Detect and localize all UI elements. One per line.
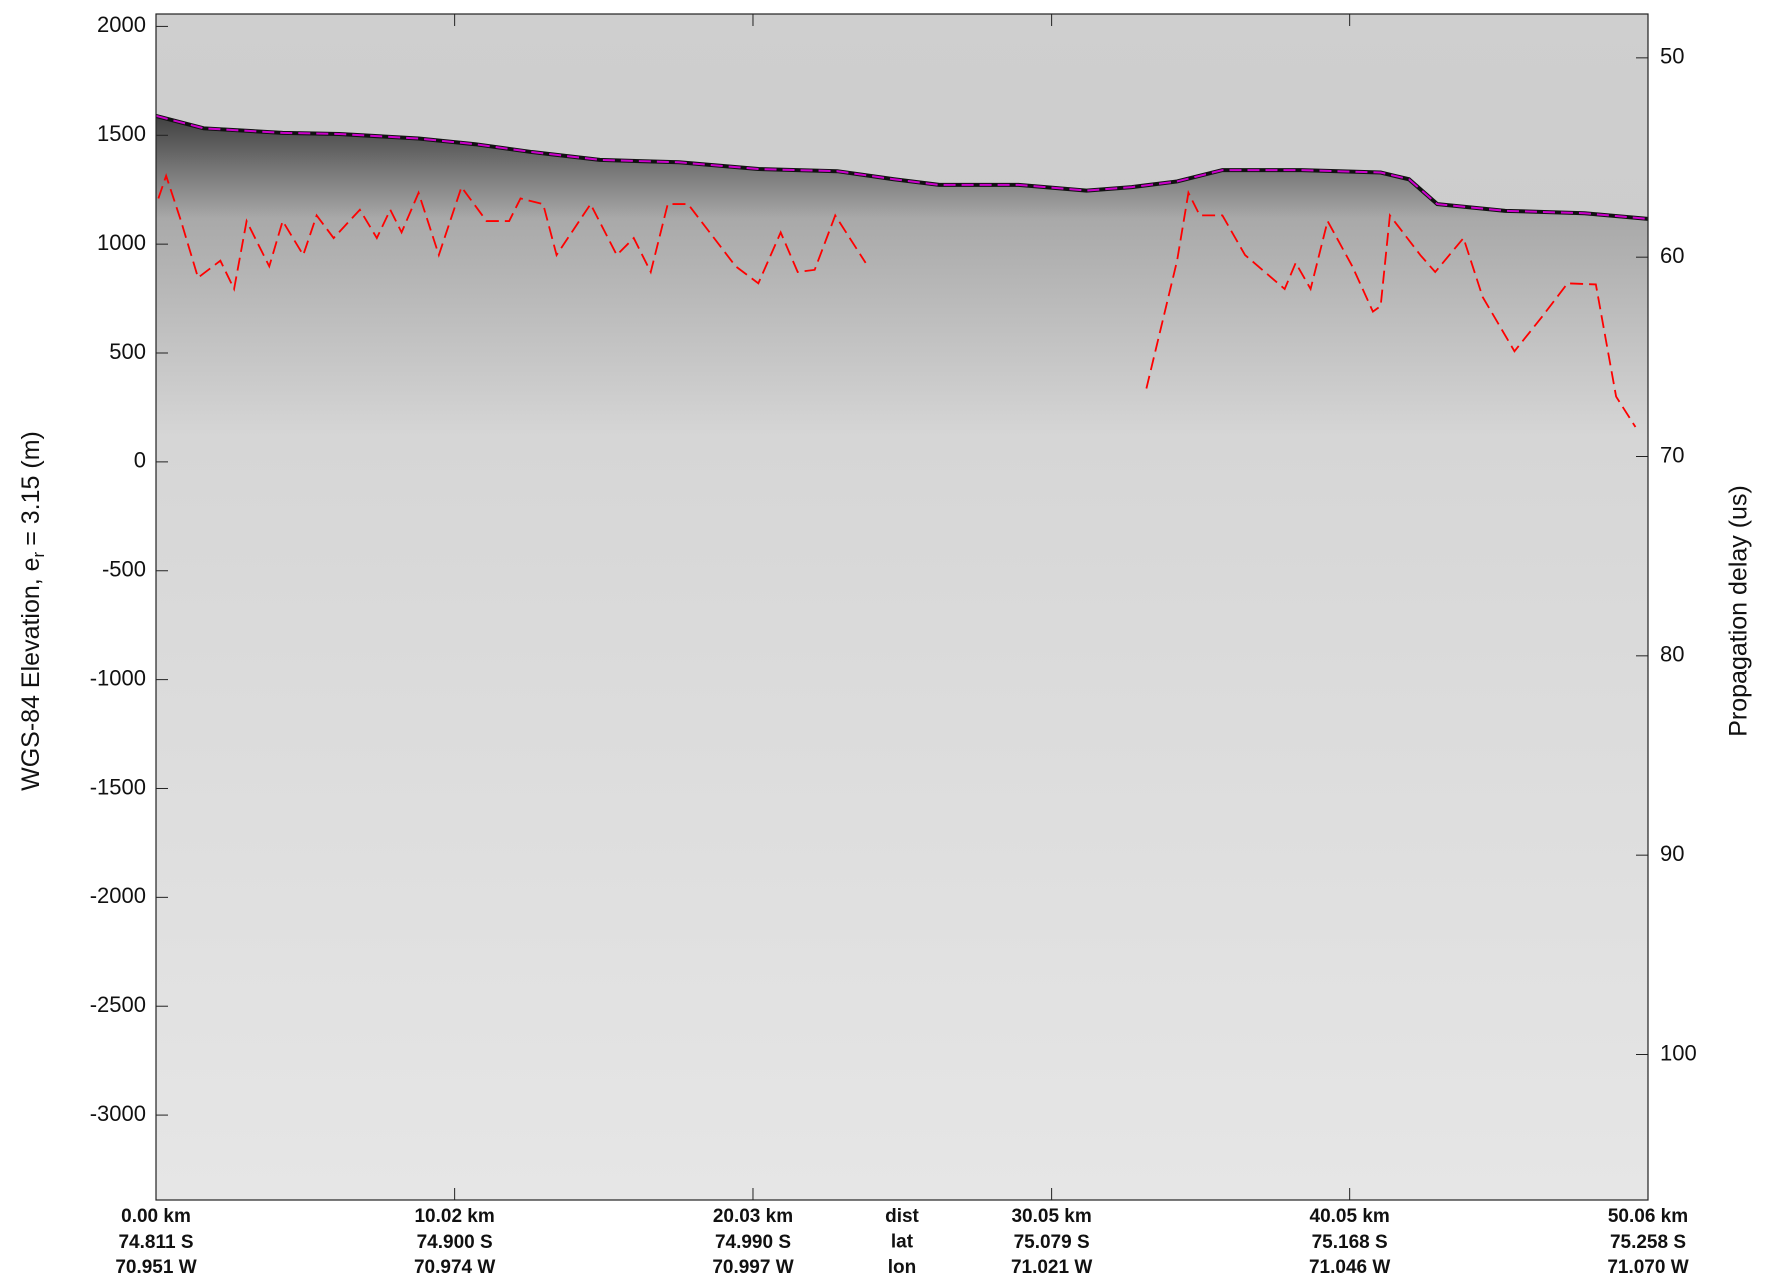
surface-pick	[156, 114, 1648, 220]
x-tick-label: 0.00 km	[121, 1206, 191, 1227]
y-tick-label: 2000	[97, 12, 146, 37]
y2-tick-label: 90	[1660, 841, 1684, 866]
y2-axis-label: Propagation delay (us)	[1725, 485, 1753, 737]
lat-label: 74.900 S	[417, 1232, 493, 1253]
y-axis-label: WGS-84 Elevation, er = 3.15 (m)	[17, 431, 49, 791]
y-tick-label: 500	[109, 339, 146, 364]
layer-pick	[157, 172, 1637, 428]
row-label: lat	[891, 1232, 914, 1253]
x-tick-label: 30.05 km	[1011, 1206, 1091, 1227]
lon-label: 70.951 W	[115, 1257, 196, 1278]
y2-tick-label: 60	[1660, 243, 1684, 268]
lon-label: 71.070 W	[1607, 1257, 1688, 1278]
y-tick-label: -500	[102, 557, 146, 582]
y2-tick-label: 70	[1660, 442, 1684, 467]
y-tick-label: 1500	[97, 121, 146, 146]
y-tick-label: -2000	[90, 883, 146, 908]
lon-label: 71.021 W	[1011, 1257, 1092, 1278]
y-tick-label: -1500	[90, 774, 146, 799]
lat-label: 74.990 S	[715, 1232, 791, 1253]
lon-label: 70.997 W	[712, 1257, 793, 1278]
y-tick-label: -3000	[90, 1101, 146, 1126]
lat-label: 74.811 S	[118, 1232, 193, 1253]
y-tick-label: 0	[134, 448, 146, 473]
y-label-suffix: = 3.15 (m)	[17, 431, 45, 546]
y-label-text: WGS-84 Elevation, e	[17, 557, 45, 790]
x-tick-label: 40.05 km	[1310, 1206, 1390, 1227]
plot-area	[156, 113, 1648, 1200]
lat-label: 75.168 S	[1312, 1232, 1388, 1253]
row-label: lon	[888, 1257, 917, 1278]
x-tick-label: 10.02 km	[414, 1206, 494, 1227]
y-label-subscript: r	[29, 551, 48, 557]
y2-tick-label: 100	[1660, 1040, 1697, 1065]
x-tick-label: 20.03 km	[713, 1206, 793, 1227]
y2-tick-label: 50	[1660, 44, 1684, 69]
plot-frame	[155, 13, 1649, 1201]
ice-shading	[156, 115, 1648, 1200]
lon-label: 71.046 W	[1309, 1257, 1390, 1278]
lat-label: 75.258 S	[1610, 1232, 1686, 1253]
y-tick-label: 1000	[97, 230, 146, 255]
lon-label: 70.974 W	[414, 1257, 495, 1278]
lat-label: 75.079 S	[1014, 1232, 1090, 1253]
y-tick-label: -1000	[90, 665, 146, 690]
y2-tick-label: 80	[1660, 642, 1684, 667]
x-tick-label: 50.06 km	[1608, 1206, 1688, 1227]
y-tick-label: -2500	[90, 992, 146, 1017]
row-label: dist	[885, 1206, 919, 1227]
